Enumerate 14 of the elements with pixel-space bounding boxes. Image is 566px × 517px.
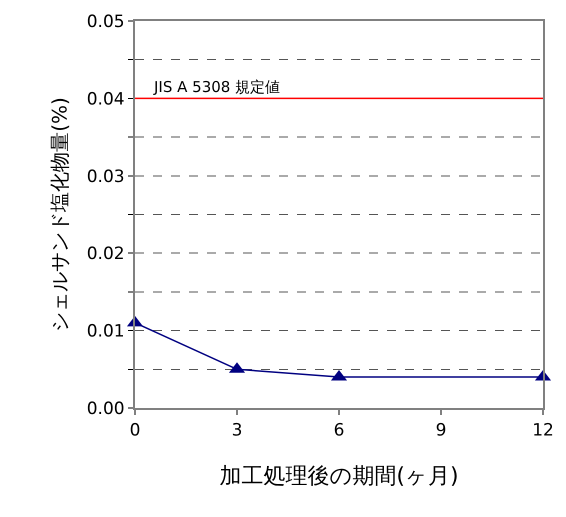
- y-axis-title: シェルサンド塩化物量(%): [48, 97, 72, 332]
- y-tick-label: 0.01: [86, 322, 125, 342]
- x-axis-title: 加工処理後の期間(ヶ月): [219, 464, 459, 489]
- ref-line-label: JIS A 5308 規定値: [153, 78, 280, 96]
- y-tick-label: 0.05: [86, 12, 125, 32]
- y-tick-label: 0.03: [86, 166, 125, 187]
- x-tick-label: 12: [532, 420, 554, 440]
- y-tick-label: 0.02: [86, 244, 125, 264]
- y-tick-label: 0.04: [86, 89, 125, 110]
- x-tick-label: 3: [232, 420, 242, 440]
- y-tick-label: 0.00: [86, 398, 125, 419]
- x-tick-label: 6: [334, 420, 344, 440]
- x-tick-label: 0: [130, 420, 140, 440]
- x-tick-label: 9: [436, 420, 446, 440]
